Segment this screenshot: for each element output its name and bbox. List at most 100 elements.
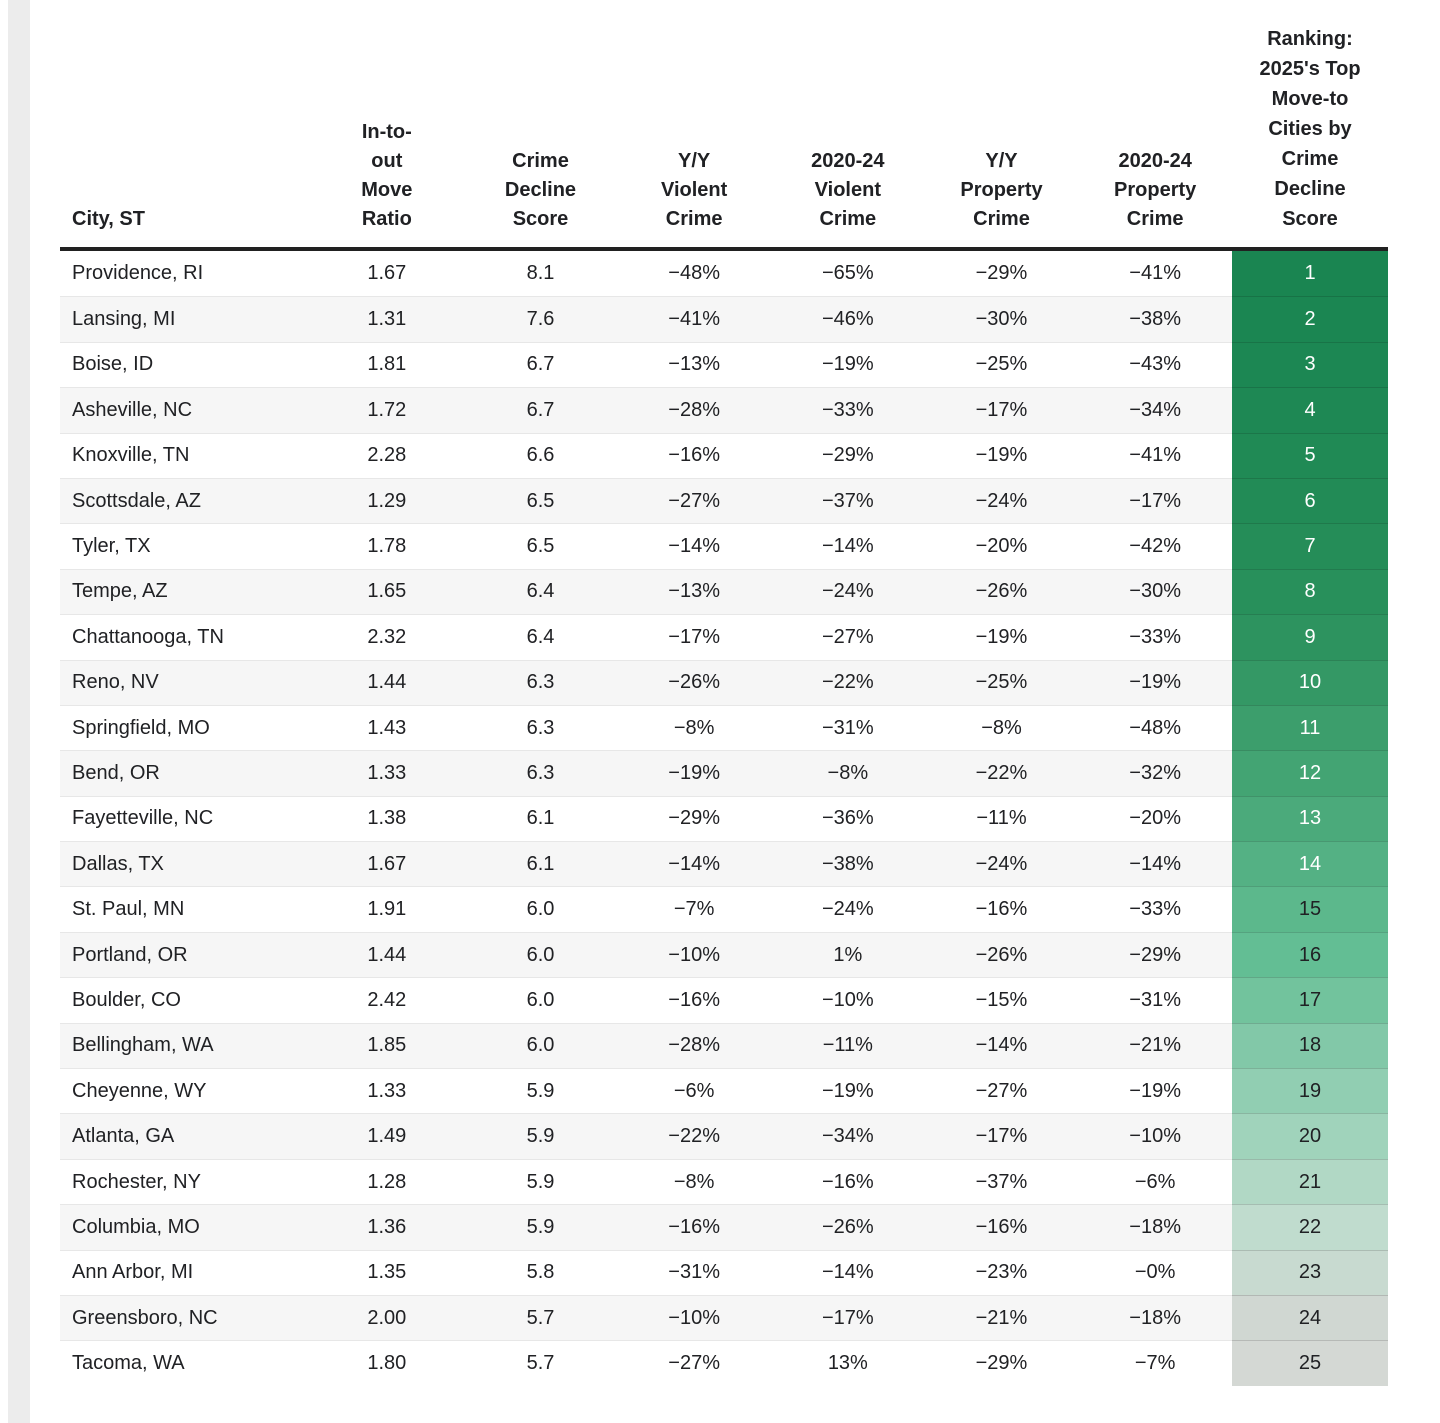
cell-ranking: 3 [1232,341,1388,388]
table-row: Reno, NV 1.44 6.3 −26% −22% −25% −19% 10 [60,659,1388,705]
table-row: Bend, OR 1.33 6.3 −19% −8% −22% −32% 12 [60,750,1388,796]
cell-crime-decline-score: 6.5 [463,477,618,523]
cell-yy-property-crime: −29% [924,1340,1079,1385]
cell-crime-decline-score: 5.9 [463,1158,618,1204]
cell-property-crime-2020-24: −41% [1129,262,1182,285]
header-label: Ranking: 2025's Top Move-to Cities by Cr… [1259,28,1361,230]
table-row: St. Paul, MN 1.91 6.0 −7% −24% −16% −33% 15 [60,886,1388,932]
cell-move-ratio: 1.44 [310,659,464,705]
cell-property-crime-2020-24: −14% [1078,841,1232,886]
table-row: Rochester, NY 1.28 5.9 −8% −16% −37% −6% 21 [60,1158,1388,1205]
cell-yy-violent-crime: −17% [617,614,771,659]
cell-yy-property-crime: −15% [924,977,1079,1022]
cell-violent-crime-2020-24: −14% [771,1249,925,1295]
header-label: In-to-out Move Ratio [361,121,413,230]
cell-yy-violent-crime: −13% [617,568,771,614]
cell-city: Dallas, TX [60,841,310,886]
cell-move-ratio: 1.81 [310,341,464,387]
cell-move-ratio: 1.38 [310,795,464,841]
cell-yy-violent-crime: −26% [617,659,771,705]
cell-violent-crime-2020-24: −24% [771,886,925,931]
cell-move-ratio: 1.35 [310,1249,464,1295]
cell-property-crime-2020-24: −42% [1078,523,1232,568]
header-label: Y/Y Violent Crime [661,150,728,230]
cell-move-ratio: 1.31 [310,296,464,341]
table-body: Providence, RI 1.67 8.1 −48% −65% −29% −41% 1 La… [60,251,1388,1386]
cell-yy-property-crime: −30% [924,296,1079,341]
cell-yy-violent-crime: −10% [617,1294,771,1340]
cell-move-ratio: 2.32 [310,614,464,659]
cell-property-crime-2020-24: −30% [1078,568,1232,614]
table-row: Tempe, AZ 1.65 6.4 −13% −24% −26% −30% 8 [60,568,1388,615]
header-label: Y/Y Property Crime [960,150,1043,230]
cell-violent-crime-2020-24: −33% [771,387,925,432]
cell-property-crime-2020-24: −19% [1078,659,1232,705]
cell-violent-crime-2020-24: −46% [771,296,925,341]
header-cell-yy-property-crime: Y/Y Property Crime [925,147,1079,234]
crime-decline-table: City, ST In-to-out Move Ratio Crime Declin… [60,0,1388,1386]
cell-property-crime-2020-24: −20% [1078,795,1232,841]
cell-yy-violent-crime: −14% [617,841,771,886]
cell-ranking: 24 [1232,1294,1388,1341]
cell-violent-crime-2020-24: −29% [771,432,925,478]
header-cell-city: City, ST [60,205,310,234]
cell-property-crime-2020-24: −43% [1078,341,1232,387]
cell-city: Atlanta, GA [60,1113,310,1158]
cell-city: Scottsdale, AZ [60,477,310,523]
table-row: Bellingham, WA 1.85 6.0 −28% −11% −14% −21% 18 [60,1022,1388,1069]
cell-crime-decline-score: 6.3 [463,659,618,705]
cell-property-crime-2020-24: −33% [1078,886,1232,931]
cell-yy-violent-crime: −10% [617,931,771,977]
cell-violent-crime-2020-24: 1% [771,931,925,977]
table-row: Fayetteville, NC 1.38 6.1 −29% −36% −11% −20% 1… [60,795,1388,842]
cell-yy-violent-crime: −27% [617,1340,771,1385]
cell-violent-crime-2020-24: −24% [771,568,925,614]
cell-crime-decline-score: 6.3 [463,704,618,750]
cell-yy-violent-crime: −6% [617,1068,771,1113]
cell-property-crime-2020-24: −29% [1078,931,1232,977]
cell-violent-crime-2020-24: −19% [771,1068,925,1113]
cell-property-crime-2020-24: −18% [1078,1204,1232,1249]
cell-violent-crime-2020-24: −8% [771,750,925,795]
cell-yy-property-crime: −20% [924,523,1079,568]
cell-city: Providence, RI [72,262,204,285]
cell-yy-violent-crime: −29% [617,795,771,841]
cell-city: Columbia, MO [60,1204,310,1249]
header-cell-property-crime-2020-24: 2020-24 Property Crime [1078,147,1232,234]
cell-yy-property-crime: −25% [924,659,1079,705]
cell-yy-property-crime: −26% [924,931,1079,977]
header-cell-violent-crime-2020-24: 2020-24 Violent Crime [771,147,925,234]
cell-yy-violent-crime: −22% [617,1113,771,1158]
cell-ranking: 5 [1232,432,1388,478]
cell-crime-decline-score: 5.8 [463,1249,618,1295]
cell-yy-violent-crime: −28% [617,387,771,432]
cell-ranking: 10 [1232,659,1388,705]
cell-city: Rochester, NY [60,1158,310,1204]
table-row: Boulder, CO 2.42 6.0 −16% −10% −15% −31% 17 [60,977,1388,1023]
table-row: Cheyenne, WY 1.33 5.9 −6% −19% −27% −19% 19 [60,1068,1388,1114]
table-row: Lansing, MI 1.31 7.6 −41% −46% −30% −38% 2 [60,296,1388,342]
cell-ranking: 7 [1232,523,1388,569]
cell-crime-decline-score: 6.1 [463,841,618,886]
cell-property-crime-2020-24: −6% [1078,1158,1232,1204]
cell-ranking: 20 [1232,1113,1388,1159]
cell-crime-decline-score: 6.3 [463,750,618,795]
cell-yy-property-crime: −19% [924,432,1079,478]
cell-property-crime-2020-24: −48% [1078,704,1232,750]
cell-yy-violent-crime: −16% [617,1204,771,1249]
cell-yy-property-crime: −19% [924,614,1079,659]
cell-ranking: 12 [1232,750,1388,796]
cell-move-ratio: 1.65 [310,568,464,614]
cell-city: Lansing, MI [60,296,310,341]
cell-ranking: 17 [1232,977,1388,1023]
cell-city: Portland, OR [60,931,310,977]
cell-yy-property-crime: −37% [924,1158,1079,1204]
cell-yy-violent-crime: −13% [617,341,771,387]
cell-city: Cheyenne, WY [60,1068,310,1113]
cell-ranking: 2 [1232,296,1388,342]
table-header-row: City, ST In-to-out Move Ratio Crime Declin… [60,0,1388,251]
cell-property-crime-2020-24: −17% [1078,477,1232,523]
cell-move-ratio: 1.49 [310,1113,464,1158]
cell-yy-property-crime: −24% [924,477,1079,523]
cell-yy-property-crime: −24% [924,841,1079,886]
